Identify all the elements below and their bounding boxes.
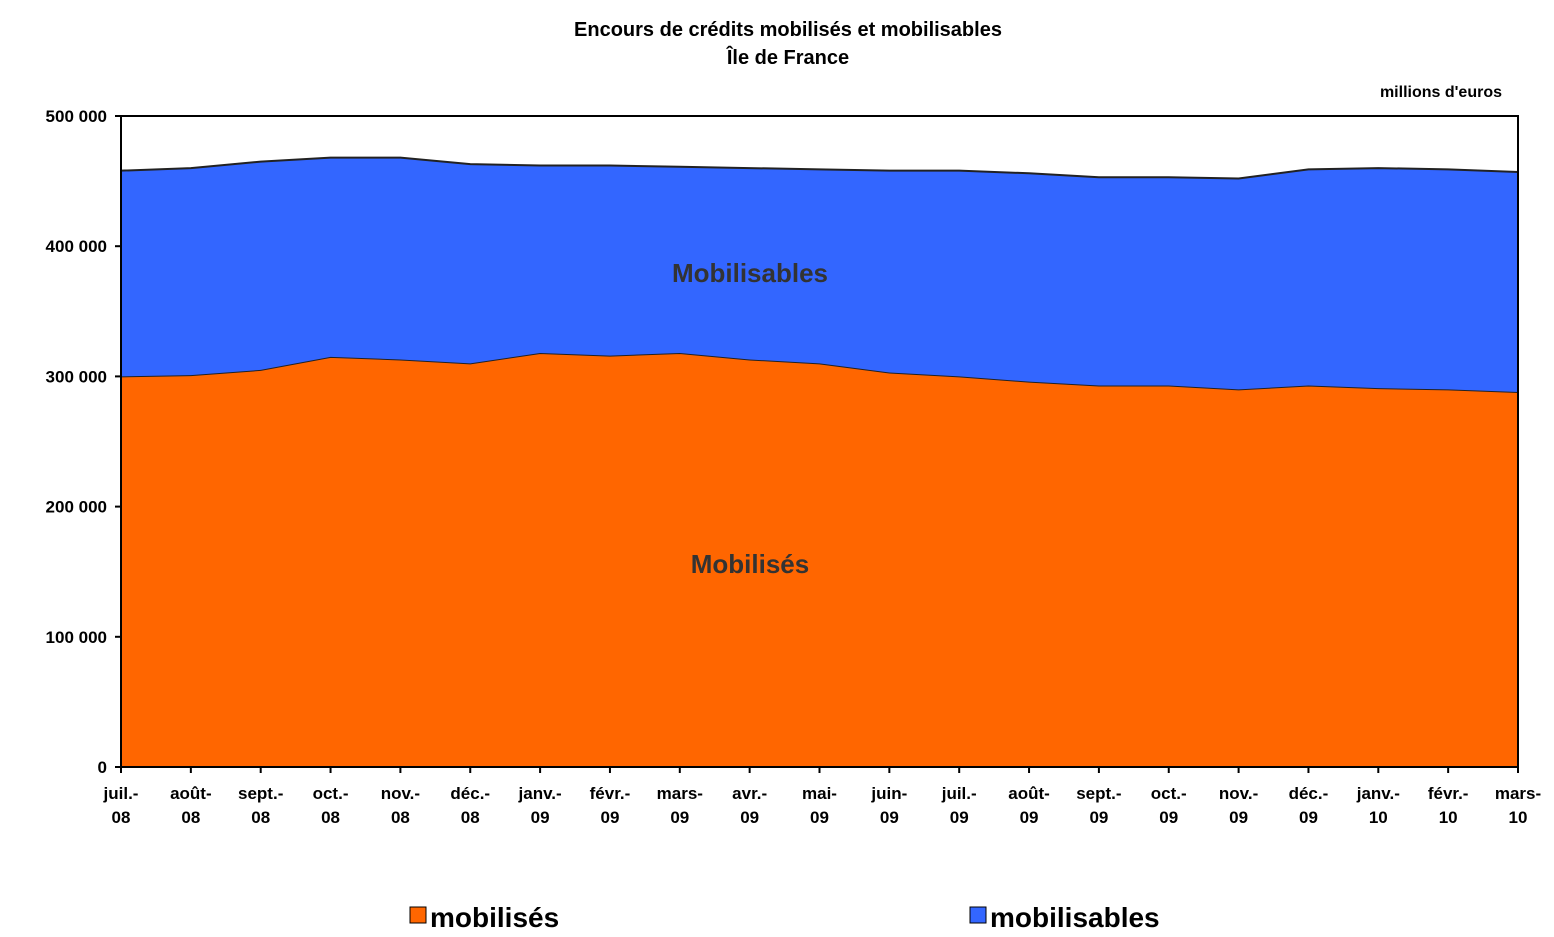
x-tick-label: juin-09 xyxy=(870,784,907,827)
y-tick-label: 300 000 xyxy=(46,367,107,386)
x-tick-label: déc.-08 xyxy=(450,784,490,827)
y-tick-label: 100 000 xyxy=(46,628,107,647)
area-outline xyxy=(120,156,1519,180)
x-tick-label: janv.-09 xyxy=(518,784,562,827)
annotation: Mobilisables xyxy=(672,258,828,288)
x-tick-label: août-09 xyxy=(1008,784,1050,827)
x-tick-label: nov.-09 xyxy=(1219,784,1258,827)
chart-subtitle: Île de France xyxy=(726,45,849,69)
x-tick-label: sept.-09 xyxy=(1076,784,1121,827)
x-tick-label: avr.-09 xyxy=(732,784,767,827)
legend-swatch xyxy=(409,906,427,924)
area xyxy=(121,352,1518,767)
x-tick-label: janv.-10 xyxy=(1356,784,1400,827)
y-tick-label: 400 000 xyxy=(46,237,107,256)
x-tick-label: mars-10 xyxy=(1495,784,1541,827)
legend-label: mobilisables xyxy=(990,902,1160,932)
x-tick-label: févr.-09 xyxy=(590,784,631,827)
x-tick-label: mai-09 xyxy=(802,784,837,827)
legend-swatch xyxy=(969,906,987,924)
y-tick-label: 500 000 xyxy=(46,107,107,126)
x-tick-label: oct.-09 xyxy=(1151,784,1187,827)
x-tick-label: oct.-08 xyxy=(313,784,349,827)
x-tick-label: mars-09 xyxy=(657,784,703,827)
x-tick-label: déc.-09 xyxy=(1289,784,1329,827)
x-tick-label: août-08 xyxy=(170,784,212,827)
y-tick-label: 200 000 xyxy=(46,498,107,517)
chart-title: Encours de crédits mobilisés et mobilisa… xyxy=(574,19,1002,41)
y-tick-label: 0 xyxy=(98,758,107,777)
annotation: Mobilisés xyxy=(691,549,809,579)
legend-label: mobilisés xyxy=(430,902,559,932)
x-tick-label: juil.-08 xyxy=(103,784,139,827)
x-tick-label: nov.-08 xyxy=(381,784,420,827)
x-tick-label: sept.-08 xyxy=(238,784,283,827)
unit-label: millions d'euros xyxy=(1380,84,1502,101)
area xyxy=(121,157,1518,393)
x-tick-label: juil.-09 xyxy=(941,784,977,827)
x-tick-label: févr.-10 xyxy=(1428,784,1469,827)
